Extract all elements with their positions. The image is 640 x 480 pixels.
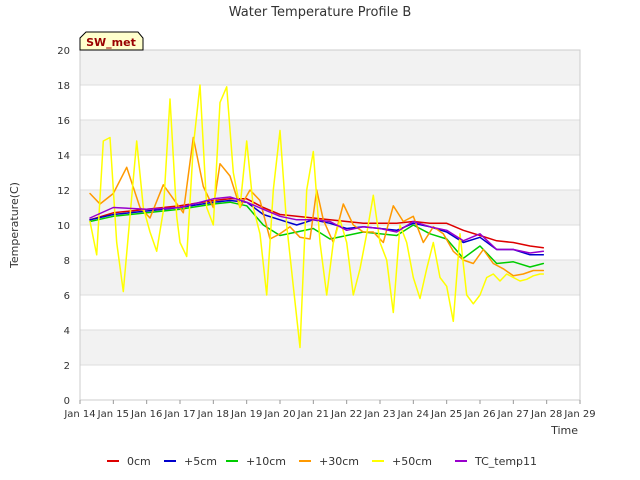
y-tick-label: 6 [64, 291, 70, 302]
y-tick-label: 2 [64, 361, 70, 372]
y-tick-label: 4 [64, 326, 70, 337]
plot-background-bands [80, 49, 580, 401]
plot-band [80, 295, 580, 330]
x-tick-label: Jan 14 [63, 409, 95, 420]
x-tick-label: Jan 27 [497, 409, 529, 420]
y-tick-label: 0 [64, 396, 70, 407]
chart-title: Water Temperature Profile B [229, 5, 412, 20]
plot-band [80, 120, 580, 155]
series-line-+5cm [89, 199, 545, 256]
legend-label: +5cm [184, 455, 217, 468]
x-tick-label: Jan 16 [130, 409, 162, 420]
series-line-0cm [89, 198, 545, 249]
y-tick-label: 12 [57, 186, 70, 197]
y-tick-label: 18 [57, 81, 70, 92]
plot-band [80, 50, 580, 85]
annotation-text: SW_met [86, 36, 136, 49]
legend-label: +10cm [246, 455, 286, 468]
x-tick-label: Jan 26 [463, 409, 495, 420]
legend-label: 0cm [127, 455, 151, 468]
series-lines [89, 84, 545, 349]
annotation-box-shape [79, 31, 144, 51]
plot-band [80, 365, 580, 400]
legend: 0cm +5cm +10cm +30cm +50cm TC_temp11 [107, 455, 537, 468]
legend-label: TC_temp11 [474, 455, 537, 468]
x-tick-label: Jan 23 [363, 409, 395, 420]
plot-band [80, 155, 580, 190]
y-tick-label: 10 [57, 221, 70, 232]
y-axis-label: Temperature(C) [8, 182, 21, 269]
series-line-+30cm [89, 136, 545, 277]
legend-label: +30cm [319, 455, 359, 468]
y-axis-ticks: 0 2 4 6 8 10 12 14 16 18 20 [57, 46, 70, 407]
series-line-TC_temp11 [89, 196, 545, 254]
series-line-+50cm [89, 84, 545, 349]
x-axis-ticks: Jan 14 Jan 15 Jan 16 Jan 17 Jan 18 Jan 19 Jan … [63, 400, 596, 420]
x-tick-label: Jan 28 [530, 409, 562, 420]
x-tick-label: Jan 19 [230, 409, 262, 420]
x-tick-label: Jan 20 [263, 409, 295, 420]
x-tick-label: Jan 21 [297, 409, 329, 420]
plot-band [80, 330, 580, 365]
y-tick-label: 14 [57, 151, 70, 162]
y-tick-label: 20 [57, 46, 70, 57]
x-tick-label: Jan 29 [563, 409, 595, 420]
x-tick-label: Jan 25 [430, 409, 462, 420]
annotation-box: SW_met [79, 31, 144, 51]
y-tick-label: 8 [64, 256, 70, 267]
legend-label: +50cm [392, 455, 432, 468]
plot-band [80, 85, 580, 120]
x-tick-label: Jan 15 [97, 409, 129, 420]
y-tick-label: 16 [57, 116, 70, 127]
plot-frame [79, 49, 581, 401]
x-axis-label: Time [550, 424, 578, 437]
x-tick-label: Jan 24 [397, 409, 429, 420]
plot-band [80, 225, 580, 260]
x-tick-label: Jan 22 [330, 409, 362, 420]
x-tick-label: Jan 18 [197, 409, 229, 420]
x-tick-label: Jan 17 [163, 409, 195, 420]
